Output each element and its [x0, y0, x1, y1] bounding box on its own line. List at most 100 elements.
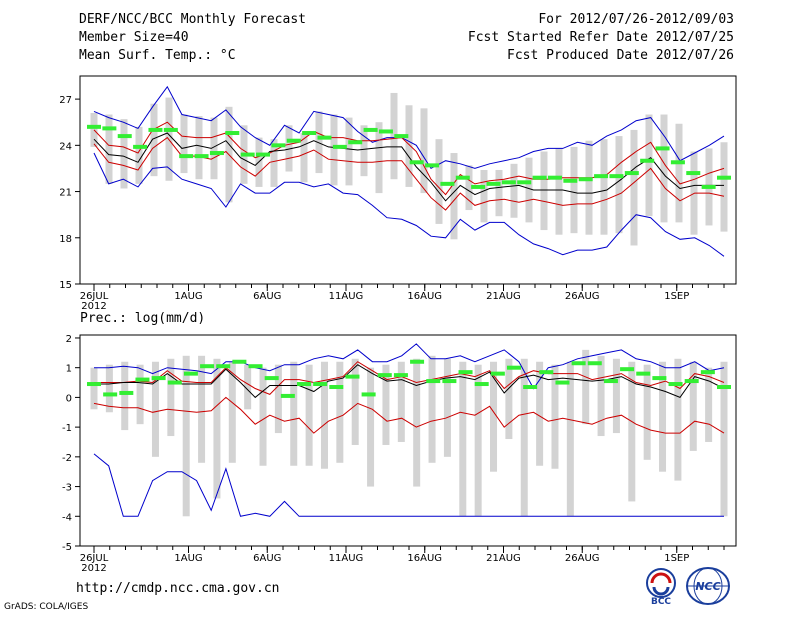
observed-mark [345, 374, 360, 379]
precip-title: Prec.: log(mm/d) [80, 311, 205, 326]
x-tick-label: 6AUG [253, 291, 281, 302]
observed-mark [717, 175, 731, 180]
member-size-label: Member Size=40 [79, 30, 189, 45]
spread-bar [210, 117, 218, 180]
spread-bar [320, 361, 328, 469]
observed-mark [256, 152, 271, 157]
spread-bar [570, 146, 578, 234]
spread-bar [167, 358, 175, 437]
spread-bar [213, 358, 221, 499]
y-tick-label: 15 [59, 280, 72, 291]
spread-bar [450, 153, 458, 240]
series-upper-line [94, 361, 725, 395]
spread-bar [465, 165, 473, 211]
observed-mark [587, 361, 602, 366]
spread-bar [585, 140, 593, 235]
spread-bar [330, 114, 338, 186]
spread-bar [555, 148, 563, 235]
observed-mark [578, 177, 593, 182]
spread-bar [136, 364, 144, 425]
observed-mark [280, 393, 295, 398]
spread-bar [459, 361, 467, 517]
spread-bar [182, 355, 190, 517]
spread-bar [674, 358, 682, 481]
observed-mark [240, 152, 255, 157]
spread-bar [720, 142, 728, 232]
observed-mark [563, 178, 578, 183]
observed-mark [393, 373, 408, 378]
x-tick-label: 26AUG [565, 553, 600, 564]
observed-mark [87, 124, 101, 129]
observed-mark [209, 151, 224, 156]
series-min-line [93, 152, 725, 257]
bcc-logo: BCC [646, 568, 676, 606]
observed-mark [332, 144, 347, 149]
observed-mark [455, 175, 470, 180]
series-min-line [93, 453, 724, 517]
observed-mark [652, 376, 667, 381]
x-tick-label: 11AUG [329, 553, 364, 564]
spread-bar [520, 358, 528, 517]
spread-bar [536, 361, 544, 466]
spread-bar [105, 114, 113, 184]
observed-mark [547, 175, 562, 180]
spread-bar [351, 358, 359, 445]
observed-mark [119, 390, 134, 395]
spread-bar [367, 367, 375, 487]
observed-mark [151, 376, 166, 381]
spread-bar [566, 361, 574, 517]
spread-bar [582, 349, 590, 425]
chart-title: DERF/NCC/BCC Monthly Forecast [79, 12, 306, 27]
observed-mark [286, 138, 301, 143]
x-tick-label: 21AUG [486, 553, 521, 564]
observed-mark [317, 135, 332, 140]
y-tick-label: -3 [62, 483, 72, 494]
y-tick-label: 1 [66, 364, 72, 375]
spread-bar [274, 364, 282, 434]
observed-mark [179, 154, 194, 159]
observed-mark [507, 365, 521, 370]
observed-mark [102, 126, 117, 131]
spread-bar [345, 117, 353, 186]
observed-mark [620, 367, 635, 372]
spread-bar [428, 355, 436, 463]
spread-bar [121, 361, 129, 431]
observed-mark [539, 370, 554, 375]
observed-mark [194, 154, 209, 159]
x-tick-label: 21AUG [486, 291, 521, 302]
x-tick-label: 16AUG [407, 553, 442, 564]
y-tick-label: 27 [59, 95, 72, 106]
observed-mark [609, 174, 624, 179]
spread-bar [660, 114, 668, 223]
observed-mark [501, 180, 516, 185]
x-tick-label: 11AUG [329, 291, 364, 302]
observed-mark [474, 382, 489, 387]
spread-bar [405, 105, 413, 187]
spread-bar [228, 361, 236, 463]
observed-mark [313, 382, 328, 387]
spread-bar [615, 136, 623, 234]
observed-mark [216, 364, 231, 369]
spread-bar [105, 364, 113, 413]
observed-mark [183, 371, 198, 376]
y-tick-label: 2 [66, 334, 72, 345]
ncc-logo: NCC [686, 567, 730, 605]
observed-mark [271, 143, 286, 148]
spread-bar [120, 119, 128, 189]
observed-mark [486, 181, 501, 186]
y-tick-label: 21 [59, 188, 72, 199]
observed-mark [377, 373, 392, 378]
observed-mark [571, 361, 586, 366]
observed-mark [717, 385, 731, 390]
y-tick-label: -1 [62, 423, 72, 434]
observed-mark [410, 359, 425, 364]
x-tick-label: 6AUG [253, 553, 281, 564]
spread-bar [180, 114, 188, 174]
observed-mark [167, 380, 182, 385]
observed-mark [302, 131, 317, 136]
spread-bar [540, 151, 548, 231]
observed-mark [603, 379, 618, 384]
observed-mark [684, 379, 699, 384]
source-url[interactable]: http://cmdp.ncc.cma.gov.cn [76, 581, 280, 596]
